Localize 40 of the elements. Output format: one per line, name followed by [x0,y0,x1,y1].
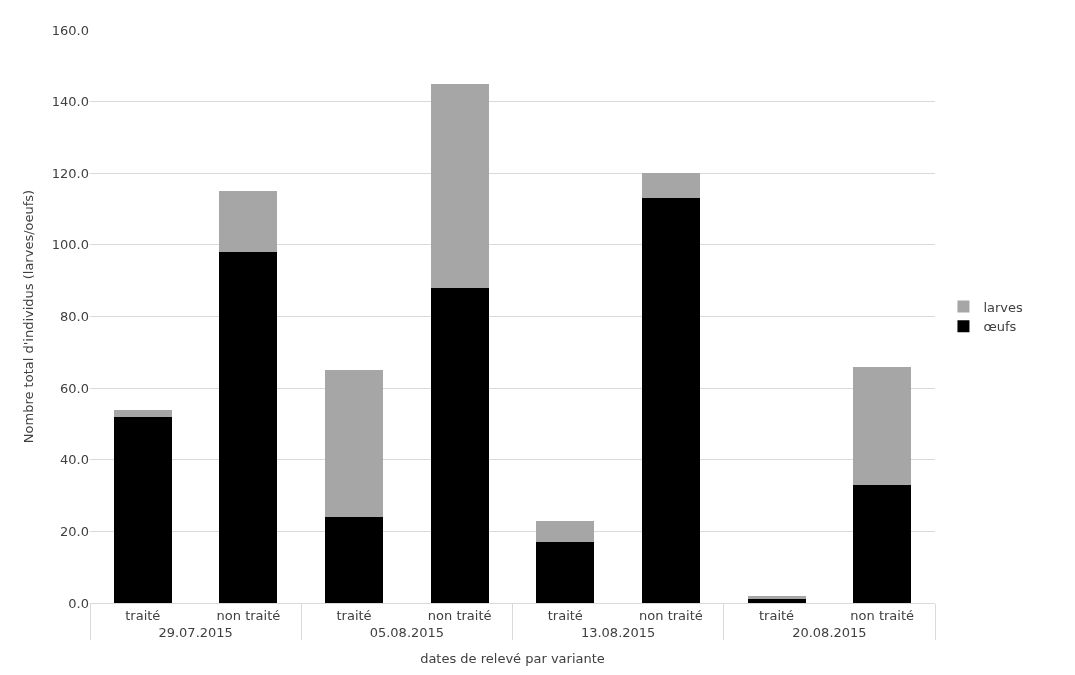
x-tick-label: non traité [427,607,492,623]
y-tick-label: 100.0 [51,237,89,253]
bar [113,416,172,603]
y-tick-label: 160.0 [51,22,89,38]
y-tick-label: 20.0 [60,523,89,539]
bar [641,173,700,199]
y-tick-label: 40.0 [60,452,89,468]
bar [219,252,278,603]
y-tick-label: 120.0 [51,165,89,181]
bar [325,517,384,603]
x-tick-label: traité [336,607,372,623]
text: 05.08.2015 [369,624,445,640]
bar [113,409,172,417]
bar [219,191,278,253]
bar [747,599,806,603]
text: 13.08.2015 [580,624,656,640]
bar [536,520,595,543]
x-tick-label: traité [547,607,583,623]
bar [853,366,912,485]
y-tick-label: 60.0 [60,380,89,396]
legend-label: œufs [983,319,1017,335]
bar [430,287,489,603]
x-tick-label: non traité [639,607,703,623]
bar [853,484,912,603]
x-tick-label: non traité [216,607,281,623]
x-tick-label: traité [125,607,161,623]
legend-label: larves [983,299,1024,315]
y-tick-label: 80.0 [60,309,89,325]
bar [430,83,489,288]
x-tick-label: non traité [850,607,915,623]
bar [641,198,700,603]
text: 20.08.2015 [792,624,867,640]
y-tick-label: 140.0 [51,94,89,110]
y-tick-label: 0.0 [68,595,89,611]
bar [325,370,384,518]
x-axis-title: dates de relevé par variante [420,651,605,667]
bar [536,542,595,603]
x-tick-label: traité [759,607,795,623]
y-axis-title: Nombre total d'individus (larves/oeufs) [20,189,36,444]
text: 29.07.2015 [158,624,233,640]
